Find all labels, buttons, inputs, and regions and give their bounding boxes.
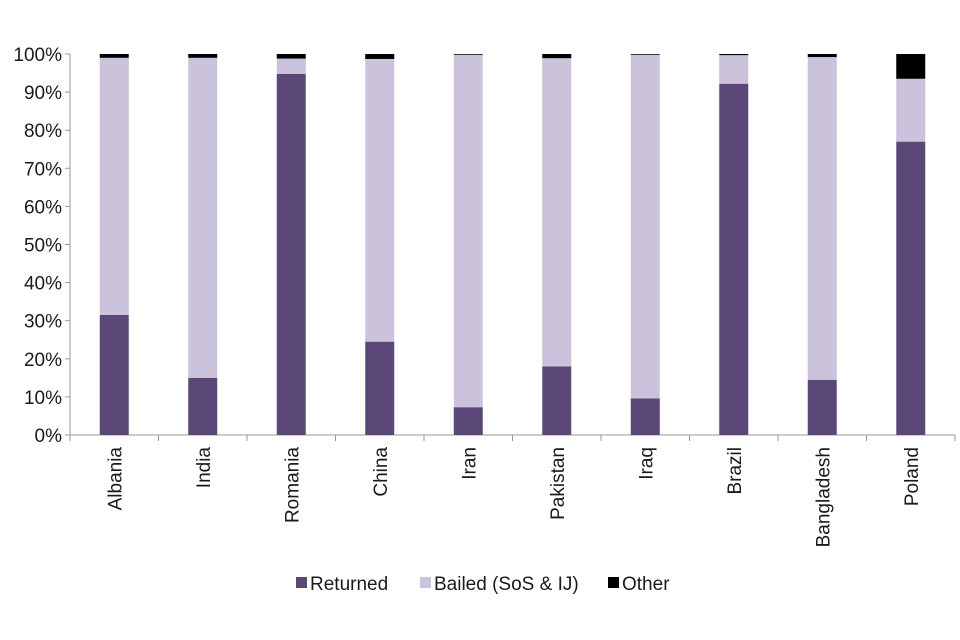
axes: [65, 53, 956, 441]
y-tick-label: 70%: [24, 159, 62, 180]
bar-other-poland: [896, 54, 926, 79]
bar-other-bangladesh: [807, 54, 837, 58]
legend: Returned Bailed (SoS & IJ) Other: [296, 574, 670, 595]
legend-swatch-other: [608, 577, 619, 588]
bar-bailed-iraq: [630, 54, 660, 399]
category-label: Poland: [902, 447, 923, 506]
legend-swatch-returned: [296, 577, 307, 588]
bar-stack-iran: [453, 54, 483, 435]
bars: [99, 54, 926, 435]
y-tick-labels: 0% 10% 20% 30% 40% 50% 60% 70% 80% 90% 100%: [13, 45, 62, 447]
bar-other-iran: [453, 54, 483, 55]
y-tick-label: 40%: [24, 274, 62, 295]
bar-other-albania: [99, 54, 129, 58]
bar-bailed-china: [365, 58, 395, 342]
bar-returned-iraq: [630, 398, 660, 435]
bar-returned-romania: [276, 73, 306, 435]
bar-returned-bangladesh: [807, 379, 837, 435]
bar-stack-pakistan: [542, 54, 572, 435]
bar-other-pakistan: [542, 54, 572, 59]
bar-stack-india: [188, 54, 218, 435]
category-label: Pakistan: [548, 447, 569, 520]
y-tick-label: 90%: [24, 83, 62, 104]
category-label: Iran: [459, 447, 480, 480]
bar-bailed-india: [188, 57, 218, 378]
bar-other-china: [365, 54, 395, 59]
bar-returned-iran: [453, 407, 483, 435]
y-tick-label: 20%: [24, 350, 62, 371]
bar-other-india: [188, 54, 218, 58]
category-label: Romania: [282, 447, 303, 523]
category-label: Bangladesh: [813, 447, 834, 547]
bar-returned-brazil: [719, 83, 749, 435]
legend-label-other: Other: [622, 574, 670, 595]
y-tick-label: 80%: [24, 121, 62, 142]
legend-label-returned: Returned: [310, 574, 388, 595]
bar-bailed-albania: [99, 57, 129, 315]
bar-bailed-iran: [453, 54, 483, 408]
y-tick-label: 30%: [24, 312, 62, 333]
category-label: China: [371, 447, 392, 497]
bar-other-romania: [276, 54, 306, 59]
category-label: India: [194, 447, 215, 489]
bar-stack-bangladesh: [807, 54, 837, 435]
bar-returned-pakistan: [542, 366, 572, 435]
bar-stack-albania: [99, 54, 129, 435]
bar-bailed-brazil: [719, 55, 749, 84]
bar-returned-china: [365, 341, 395, 435]
category-label: Iraq: [636, 447, 657, 480]
bar-other-iraq: [630, 54, 660, 55]
y-tick-label: 0%: [35, 426, 63, 447]
bar-bailed-pakistan: [542, 58, 572, 367]
legend-swatch-bailed: [420, 577, 431, 588]
bar-bailed-poland: [896, 78, 926, 142]
legend-label-bailed: Bailed (SoS & IJ): [434, 574, 579, 595]
bar-returned-albania: [99, 314, 129, 435]
bar-other-brazil: [719, 54, 749, 56]
bar-returned-poland: [896, 141, 926, 435]
category-label: Brazil: [725, 447, 746, 495]
bar-bailed-bangladesh: [807, 57, 837, 380]
y-tick-label: 100%: [13, 45, 62, 66]
y-tick-label: 10%: [24, 388, 62, 409]
bar-returned-india: [188, 377, 218, 435]
y-tick-label: 60%: [24, 197, 62, 218]
category-label: Albania: [105, 447, 126, 511]
bar-stack-brazil: [719, 54, 749, 435]
bar-bailed-romania: [276, 58, 306, 74]
category-labels: Albania India Romania China Iran Pakistan Iraq…: [105, 447, 923, 548]
bar-stack-poland: [896, 54, 926, 435]
y-tick-label: 50%: [24, 236, 62, 257]
bar-stack-iraq: [630, 54, 660, 435]
bar-stack-romania: [276, 54, 306, 435]
bar-stack-china: [365, 54, 395, 435]
